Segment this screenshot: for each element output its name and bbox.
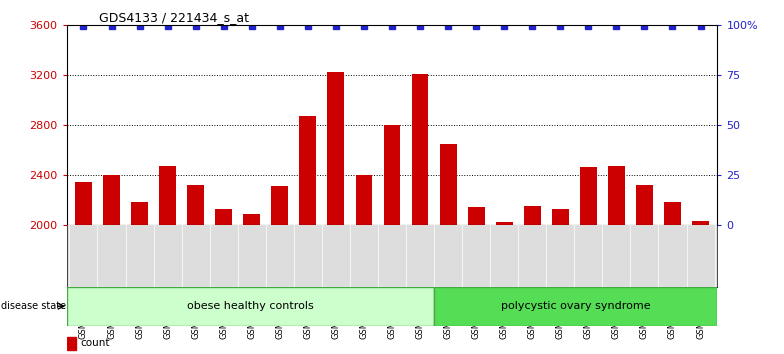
Bar [608, 166, 625, 225]
Bar [328, 72, 344, 225]
Bar [131, 202, 148, 225]
Bar [67, 287, 434, 326]
Bar [412, 74, 429, 225]
Bar [524, 206, 541, 225]
Bar [243, 213, 260, 225]
Bar [67, 337, 76, 350]
Bar [187, 185, 204, 225]
Bar [664, 202, 681, 225]
Bar [159, 166, 176, 225]
Bar [271, 186, 289, 225]
Text: polycystic ovary syndrome: polycystic ovary syndrome [501, 301, 651, 311]
Bar [636, 185, 653, 225]
Bar [434, 287, 717, 326]
Bar [383, 125, 401, 225]
Bar [299, 116, 316, 225]
Text: count: count [81, 338, 111, 348]
Bar [75, 182, 92, 225]
Bar [355, 175, 372, 225]
Bar [495, 222, 513, 225]
Bar [216, 209, 232, 225]
Text: disease state: disease state [1, 301, 66, 311]
Bar [580, 167, 597, 225]
Bar [440, 143, 456, 225]
Text: obese healthy controls: obese healthy controls [187, 301, 314, 311]
Bar [468, 207, 485, 225]
Bar [692, 221, 709, 225]
Text: GDS4133 / 221434_s_at: GDS4133 / 221434_s_at [99, 11, 249, 24]
Bar [103, 175, 120, 225]
Bar [552, 209, 568, 225]
